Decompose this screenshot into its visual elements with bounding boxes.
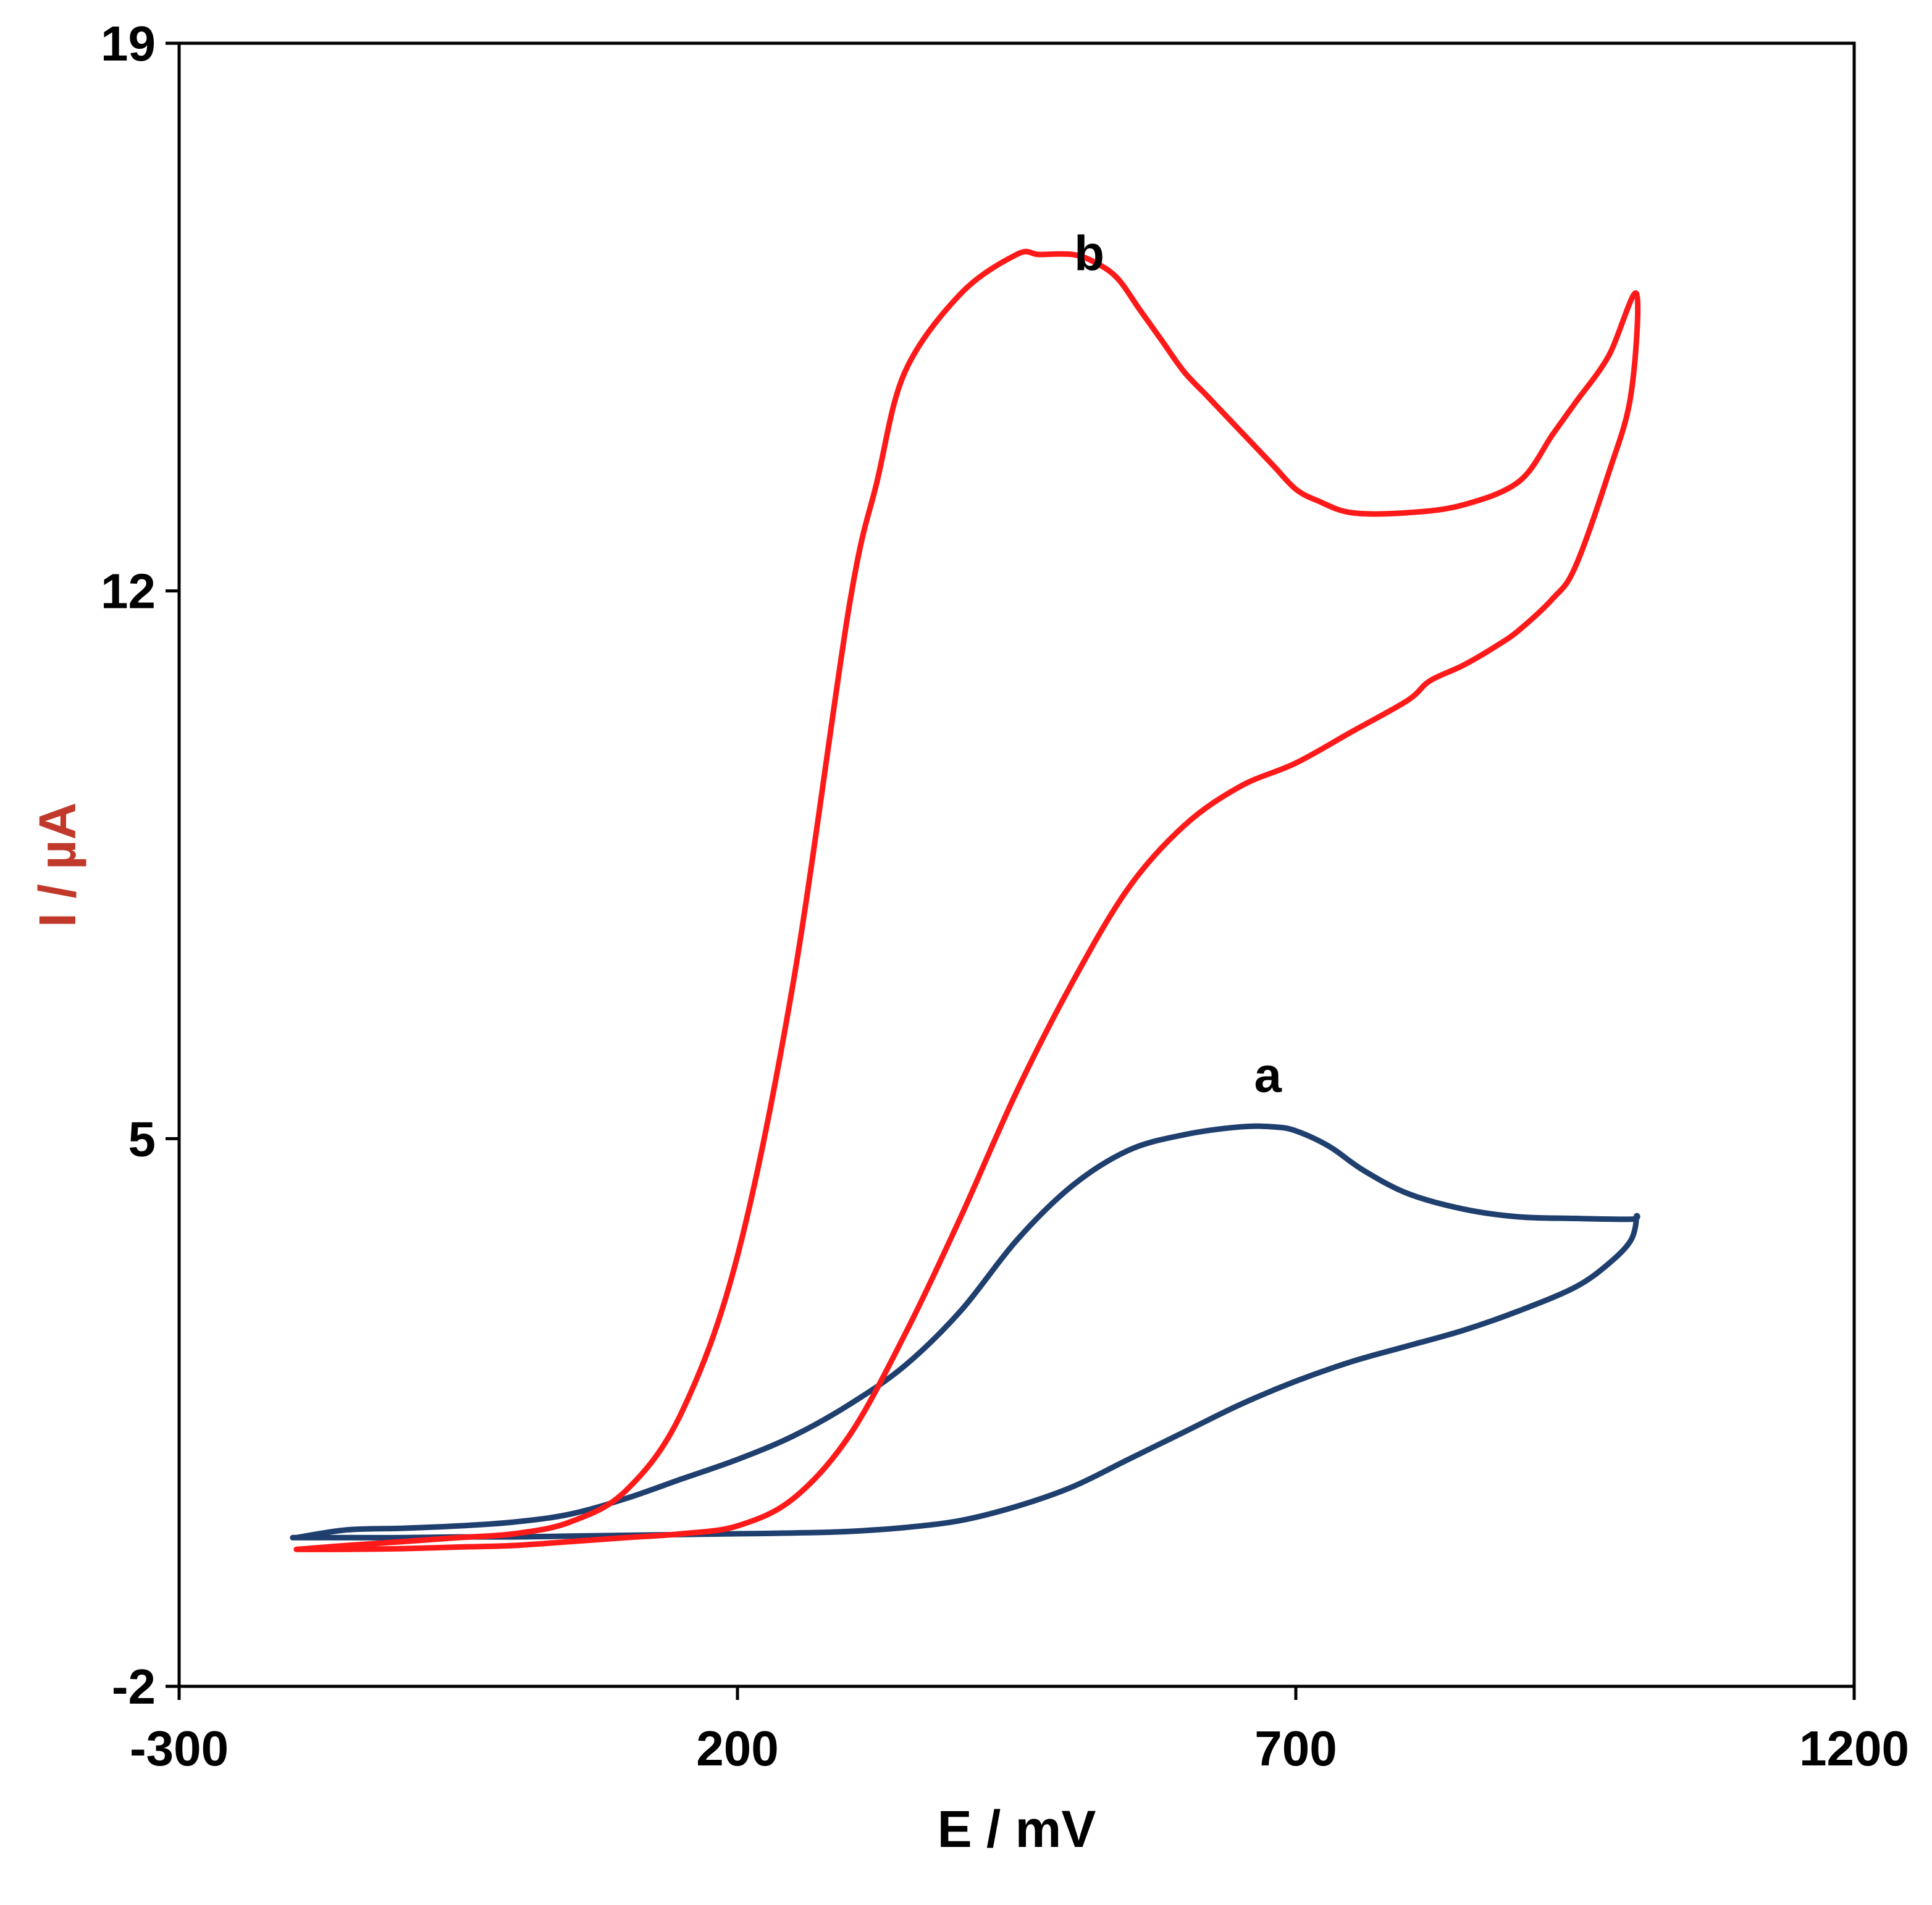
x-tick-label: 1200 bbox=[1799, 1721, 1909, 1776]
series-b-label: b bbox=[1074, 225, 1104, 280]
y-axis-title: I / µA bbox=[28, 802, 86, 927]
series-a-label: a bbox=[1254, 1047, 1282, 1102]
labels-layer: ab bbox=[1074, 225, 1282, 1102]
axis-ticks: -300 200 700 1200 -2 5 12 19 bbox=[101, 16, 1909, 1776]
series-layer bbox=[290, 248, 1641, 1552]
y-tick-label: 19 bbox=[101, 16, 156, 71]
x-tick-label: -300 bbox=[130, 1721, 229, 1776]
y-tick-label: 12 bbox=[101, 564, 156, 619]
series-a-line bbox=[290, 1123, 1640, 1541]
x-tick-label: 700 bbox=[1254, 1721, 1337, 1776]
x-tick-label: 200 bbox=[696, 1721, 778, 1776]
y-tick-label: 5 bbox=[128, 1111, 156, 1166]
x-axis-title: E / mV bbox=[938, 1800, 1096, 1858]
y-tick-label: -2 bbox=[112, 1659, 156, 1714]
plot-frame bbox=[177, 41, 1856, 1688]
series-b-line bbox=[293, 248, 1641, 1552]
